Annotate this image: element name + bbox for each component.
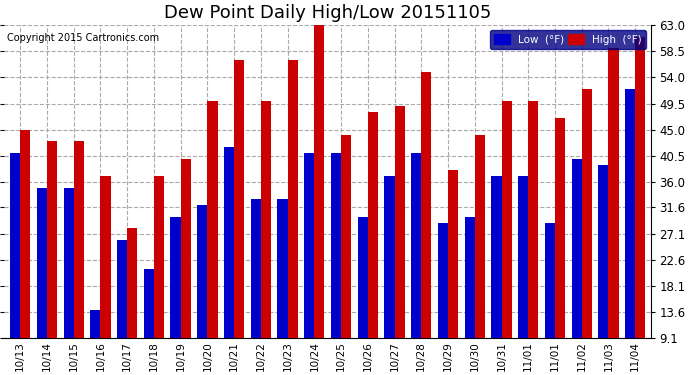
Bar [518, 176, 529, 338]
Bar [250, 200, 261, 338]
Bar [181, 159, 191, 338]
Bar [545, 223, 555, 338]
Bar [127, 228, 137, 338]
Bar [277, 200, 288, 338]
Bar [571, 159, 582, 338]
Bar [74, 141, 84, 338]
Bar [37, 188, 47, 338]
Bar [63, 188, 74, 338]
Bar [529, 100, 538, 338]
Bar [625, 89, 635, 338]
Bar [170, 217, 181, 338]
Bar [438, 223, 448, 338]
Bar [582, 89, 592, 338]
Bar [475, 135, 485, 338]
Bar [304, 153, 315, 338]
Bar [598, 165, 609, 338]
Bar [368, 112, 378, 338]
Bar [555, 118, 565, 338]
Bar [315, 25, 324, 338]
Bar [10, 153, 20, 338]
Bar [491, 176, 502, 338]
Bar [197, 205, 208, 338]
Bar [208, 100, 217, 338]
Bar [261, 100, 271, 338]
Bar [384, 176, 395, 338]
Bar [422, 72, 431, 338]
Bar [144, 269, 154, 338]
Bar [288, 60, 298, 338]
Bar [635, 37, 645, 338]
Bar [395, 106, 405, 338]
Bar [117, 240, 127, 338]
Bar [331, 153, 341, 338]
Bar [90, 310, 101, 338]
Bar [448, 170, 458, 338]
Bar [609, 48, 619, 338]
Bar [101, 176, 110, 338]
Text: Copyright 2015 Cartronics.com: Copyright 2015 Cartronics.com [8, 33, 159, 43]
Bar [502, 100, 512, 338]
Bar [154, 176, 164, 338]
Bar [224, 147, 234, 338]
Bar [411, 153, 422, 338]
Bar [234, 60, 244, 338]
Bar [357, 217, 368, 338]
Bar [47, 141, 57, 338]
Title: Dew Point Daily High/Low 20151105: Dew Point Daily High/Low 20151105 [164, 4, 491, 22]
Bar [341, 135, 351, 338]
Legend: Low  (°F), High  (°F): Low (°F), High (°F) [490, 30, 646, 49]
Bar [464, 217, 475, 338]
Bar [20, 130, 30, 338]
